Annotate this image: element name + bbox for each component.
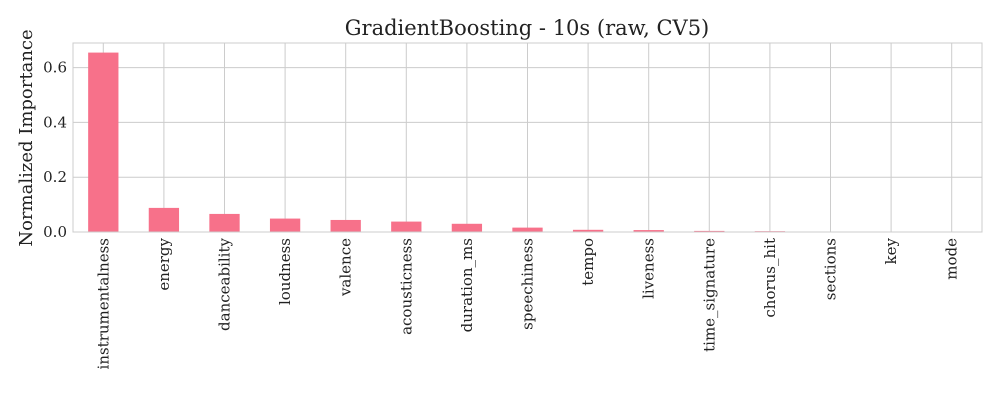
x-tick-label: tempo: [579, 238, 597, 286]
y-axis-ticks: 0.0 0.2 0.4 0.6: [43, 59, 67, 241]
bar-time-signature: [694, 230, 725, 232]
y-tick-label: 0.4: [43, 113, 67, 131]
x-tick-label: valence: [337, 238, 355, 297]
x-tick-label: chorus_hit: [761, 238, 779, 318]
x-tick-label: instrumentalness: [94, 238, 112, 369]
bar-danceability: [209, 213, 240, 232]
y-tick-label: 0.2: [43, 168, 67, 186]
x-tick-label: loudness: [276, 238, 294, 305]
bar-valence: [330, 219, 361, 232]
bar-instrumentalness: [88, 52, 119, 232]
bar-liveness: [633, 230, 664, 232]
y-tick-label: 0.0: [43, 223, 67, 241]
x-tick-label: time_signature: [700, 238, 718, 352]
bar-tempo: [572, 229, 604, 232]
bar-loudness: [269, 218, 301, 232]
x-tick-label: duration_ms: [458, 238, 476, 332]
x-tick-label: danceability: [216, 237, 234, 330]
x-tick-label: mode: [943, 238, 961, 280]
bar-speechiness: [512, 227, 543, 232]
plot-border: [72, 42, 983, 233]
bar-acousticness: [391, 221, 422, 232]
y-axis-label: Normalized Importance: [16, 29, 37, 246]
plot-frame: [72, 42, 983, 233]
x-axis-ticks: instrumentalness energy danceability loudne…: [94, 237, 960, 369]
grid-lines: [73, 43, 982, 233]
x-tick-label: sections: [822, 238, 840, 300]
x-tick-label: acousticness: [397, 238, 415, 335]
x-tick-label: key: [882, 237, 900, 264]
bars: [88, 52, 786, 232]
x-tick-label: energy: [155, 237, 173, 290]
y-tick-label: 0.6: [43, 59, 67, 77]
bar-energy: [148, 207, 180, 232]
bar-duration-ms: [451, 223, 483, 232]
chart-title: GradientBoosting - 10s (raw, CV5): [345, 16, 710, 40]
x-tick-label: speechiness: [519, 238, 537, 330]
x-tick-label: liveness: [640, 238, 658, 299]
